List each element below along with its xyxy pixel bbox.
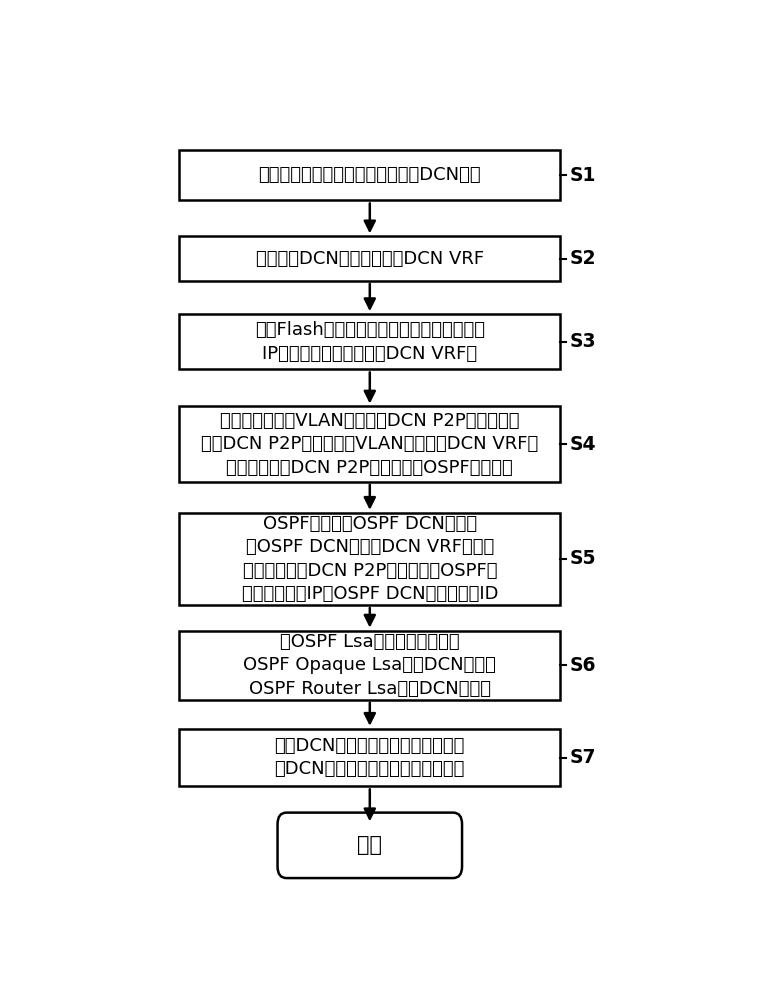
Bar bbox=[180, 513, 561, 605]
Text: 将OSPF Lsa扩散至路由设备，
OSPF Opaque Lsa形成DCN信息表
OSPF Router Lsa形成DCN路由表: 将OSPF Lsa扩散至路由设备， OSPF Opaque Lsa形成DCN信息… bbox=[243, 633, 496, 698]
Text: S6: S6 bbox=[569, 656, 596, 675]
Text: S3: S3 bbox=[569, 332, 596, 351]
Text: 根据使能DCN功能自动创建DCN VRF: 根据使能DCN功能自动创建DCN VRF bbox=[256, 250, 484, 268]
Bar bbox=[180, 236, 561, 281]
Text: S2: S2 bbox=[569, 249, 596, 268]
Text: S4: S4 bbox=[569, 435, 596, 454]
Bar bbox=[180, 631, 561, 700]
Text: 根据DCN路由表访问其他路由设备；
对DCN设备信息列表进行增加或删除: 根据DCN路由表访问其他路由设备； 对DCN设备信息列表进行增加或删除 bbox=[275, 737, 465, 778]
Text: S5: S5 bbox=[569, 549, 596, 568]
Bar bbox=[180, 150, 561, 200]
Text: 根据Flash序列号创建环回口，生成环回口的
IP地址；将环回口添加至DCN VRF中: 根据Flash序列号创建环回口，生成环回口的 IP地址；将环回口添加至DCN V… bbox=[255, 321, 485, 363]
Bar bbox=[180, 406, 561, 482]
Text: S1: S1 bbox=[569, 166, 595, 185]
Text: 在路由设备的文件系统预配置使能DCN功能: 在路由设备的文件系统预配置使能DCN功能 bbox=[259, 166, 481, 184]
Bar bbox=[180, 314, 561, 369]
Bar bbox=[180, 729, 561, 786]
Text: S7: S7 bbox=[569, 748, 596, 767]
Text: OSPF模块创建OSPF DCN进程，
将OSPF DCN进程与DCN VRF绑定，
使能环回口与DCN P2P逻辑接口进OSPF，
设置环回口的IP为OSPF: OSPF模块创建OSPF DCN进程， 将OSPF DCN进程与DCN VRF绑… bbox=[242, 514, 498, 603]
Text: 结束: 结束 bbox=[357, 835, 382, 855]
Text: 创建物理接口、VLAN子接口和DCN P2P逻辑接口；
添加DCN P2P逻辑接口与VLAN子接口至DCN VRF；
上报环回口与DCN P2P逻辑接口至OSP: 创建物理接口、VLAN子接口和DCN P2P逻辑接口； 添加DCN P2P逻辑接… bbox=[201, 412, 538, 477]
FancyBboxPatch shape bbox=[277, 813, 462, 878]
